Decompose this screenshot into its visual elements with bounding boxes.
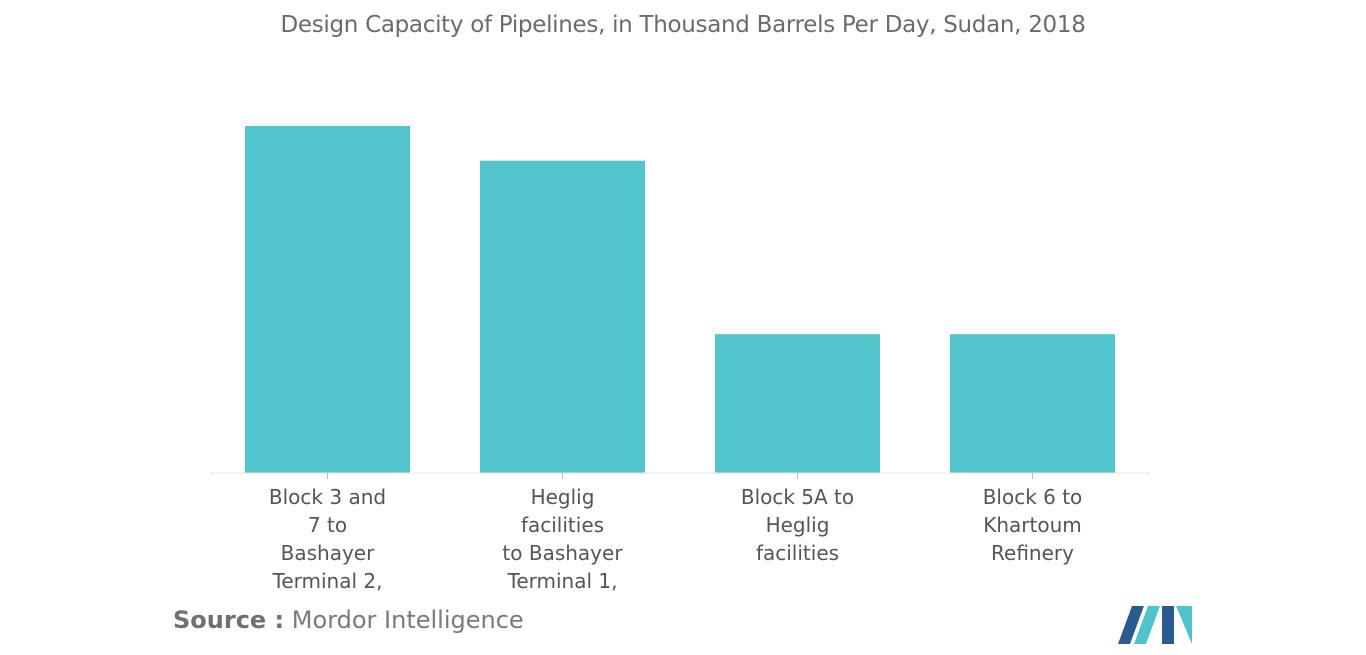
bar-3 [715,334,880,473]
x-tick-label-line: to Bashayer [502,541,623,565]
x-tick-label-line: Heglig [766,513,830,537]
x-tick-label-line: facilities [521,513,604,537]
x-tick-label-line: Heglig [531,485,595,509]
labels-layer: Block 3 and 7 to Bashayer Terminal 2, Heglig… [269,485,1082,593]
mordor-logo-icon [1118,606,1192,644]
logo-shape-mid [1134,606,1160,644]
source-label: Source : [173,606,285,634]
bar-1 [245,126,410,473]
x-tick-label-line: Block 6 to [983,485,1083,509]
x-tick-label-line: Terminal 1, [507,569,618,593]
logo-shape-left [1118,606,1144,644]
x-tick-label-3: Block 5A to Heglig facilities [741,485,854,565]
x-tick-label-line: Block 3 and [269,485,386,509]
x-tick-label-line: 7 to [308,513,347,537]
x-tick-label-line: Bashayer [281,541,375,565]
logo-shape-right-b [1176,606,1192,644]
ticks-layer [327,473,1033,479]
logo-shape-right-a [1162,606,1174,644]
bar-2 [480,160,645,473]
bar-4 [950,334,1115,473]
x-tick-label-line: Refinery [991,541,1074,565]
chart-title: Design Capacity of Pipelines, in Thousan… [280,12,1086,38]
x-tick-label-line: facilities [756,541,839,565]
bars-layer [245,126,1115,473]
source-text: Mordor Intelligence [291,606,524,634]
x-tick-label-line: Terminal 2, [272,569,383,593]
x-tick-label-line: Block 5A to [741,485,854,509]
source-note: Source : Mordor Intelligence [173,606,524,634]
x-tick-label-1: Block 3 and 7 to Bashayer Terminal 2, [269,485,386,593]
x-tick-label-2: Heglig facilities to Bashayer Terminal 1, [502,485,623,593]
x-tick-label-line: Khartoum [983,513,1082,537]
x-tick-label-4: Block 6 to Khartoum Refinery [983,485,1083,565]
